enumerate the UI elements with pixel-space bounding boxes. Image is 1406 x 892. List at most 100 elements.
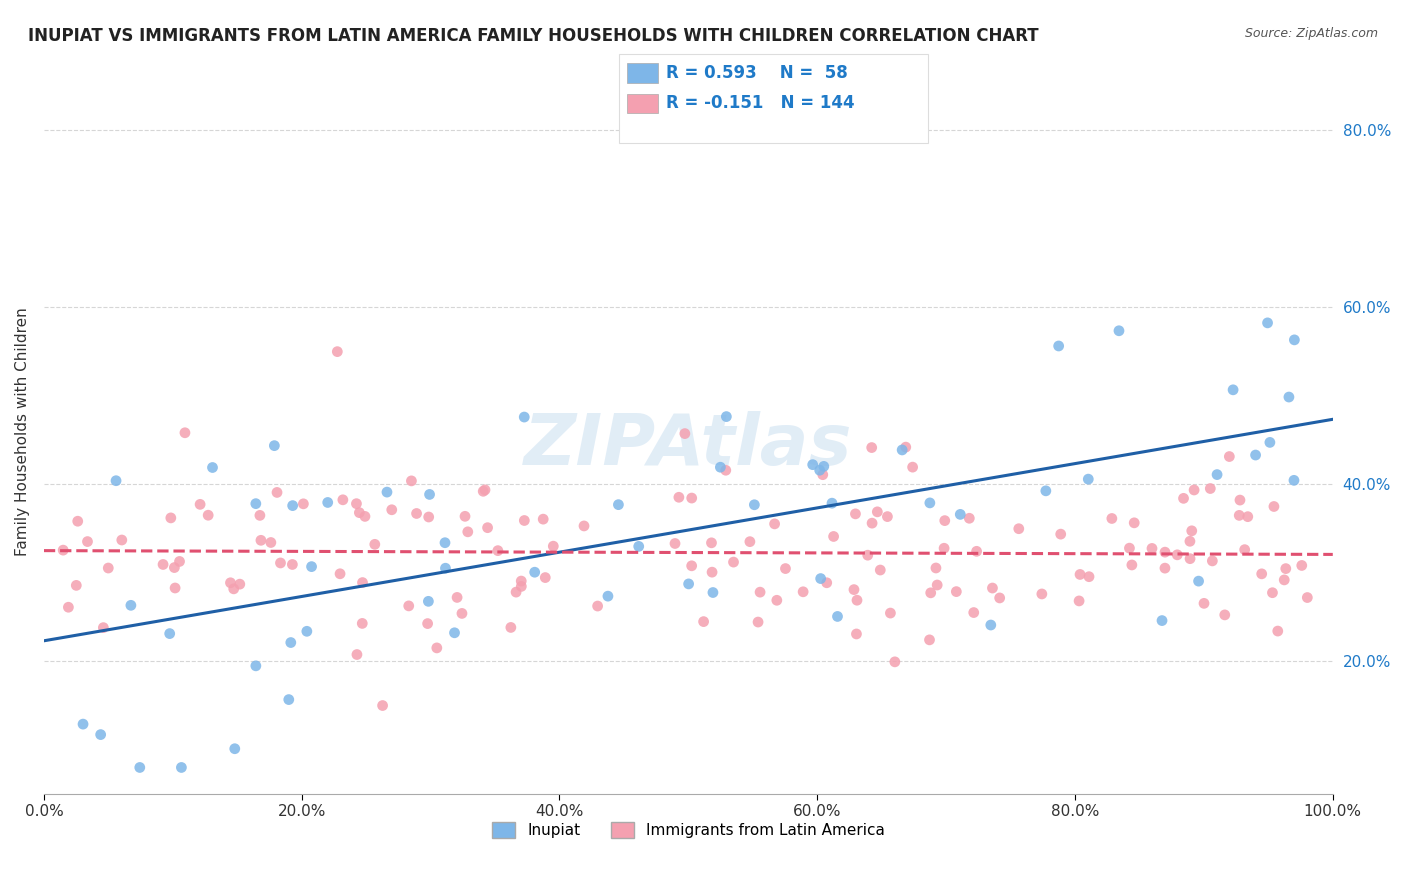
Text: R = -0.151   N = 144: R = -0.151 N = 144 [666, 95, 855, 112]
Point [810, 572, 832, 586]
Point [821, 496, 844, 510]
Point [472, 484, 495, 499]
Point [927, 578, 949, 592]
Point [72, 717, 94, 731]
Point [1258, 435, 1281, 450]
Point [222, 582, 245, 596]
Point [531, 512, 554, 526]
Point [1213, 607, 1236, 622]
Point [1035, 483, 1057, 498]
Point [65, 578, 87, 592]
Point [433, 535, 456, 549]
Point [165, 581, 187, 595]
Point [700, 565, 723, 579]
Point [418, 510, 440, 524]
Point [371, 698, 394, 713]
Point [128, 760, 150, 774]
Point [1244, 448, 1267, 462]
Point [451, 607, 474, 621]
Point [846, 593, 869, 607]
Point [419, 487, 441, 501]
Point [1101, 511, 1123, 525]
Legend: Inupiat, Immigrants from Latin America: Inupiat, Immigrants from Latin America [486, 816, 891, 845]
Point [920, 586, 942, 600]
Point [197, 508, 219, 523]
Point [346, 648, 368, 662]
Point [1250, 566, 1272, 581]
Point [842, 582, 865, 597]
Point [201, 460, 224, 475]
Point [808, 463, 831, 477]
Point [716, 409, 738, 424]
Point [692, 615, 714, 629]
Point [883, 655, 905, 669]
Point [1257, 316, 1279, 330]
Point [815, 575, 838, 590]
Point [534, 571, 557, 585]
Point [477, 521, 499, 535]
Text: R = 0.593    N =  58: R = 0.593 N = 58 [666, 64, 848, 82]
Point [277, 692, 299, 706]
Point [763, 516, 786, 531]
Point [932, 541, 955, 556]
Point [474, 483, 496, 497]
Point [681, 558, 703, 573]
Point [457, 524, 479, 539]
Point [398, 599, 420, 613]
Point [76, 534, 98, 549]
Point [844, 507, 866, 521]
Point [326, 344, 349, 359]
Point [1077, 472, 1099, 486]
Point [668, 490, 690, 504]
Point [744, 498, 766, 512]
Point [918, 496, 941, 510]
Point [1182, 483, 1205, 497]
Point [52, 543, 75, 558]
Point [93, 621, 115, 635]
Point [346, 497, 368, 511]
Point [105, 474, 128, 488]
Point [263, 439, 285, 453]
Point [405, 507, 427, 521]
Text: Source: ZipAtlas.com: Source: ZipAtlas.com [1244, 27, 1378, 40]
Point [811, 467, 834, 482]
Y-axis label: Family Households with Children: Family Households with Children [15, 307, 30, 556]
Point [1267, 624, 1289, 638]
Point [1192, 596, 1215, 610]
Point [1049, 527, 1071, 541]
Point [418, 594, 440, 608]
Point [894, 440, 917, 454]
Point [163, 560, 186, 574]
Point [845, 627, 868, 641]
Point [245, 497, 267, 511]
Point [988, 591, 1011, 605]
Point [1008, 522, 1031, 536]
Point [1031, 587, 1053, 601]
Point [1278, 390, 1301, 404]
Point [170, 760, 193, 774]
Point [813, 459, 835, 474]
Point [416, 616, 439, 631]
Point [281, 558, 304, 572]
Point [354, 509, 377, 524]
Point [963, 606, 986, 620]
Point [749, 585, 772, 599]
Point [1187, 574, 1209, 588]
Point [860, 516, 883, 530]
Point [1261, 585, 1284, 599]
Point [918, 632, 941, 647]
Point [510, 574, 533, 588]
Point [381, 502, 404, 516]
Point [876, 509, 898, 524]
Point [1069, 567, 1091, 582]
Point [1166, 548, 1188, 562]
Point [709, 460, 731, 475]
Point [1233, 542, 1256, 557]
Point [879, 606, 901, 620]
Point [1263, 500, 1285, 514]
Point [1272, 573, 1295, 587]
Point [159, 626, 181, 640]
Point [292, 497, 315, 511]
Point [1222, 383, 1244, 397]
Point [1178, 534, 1201, 549]
